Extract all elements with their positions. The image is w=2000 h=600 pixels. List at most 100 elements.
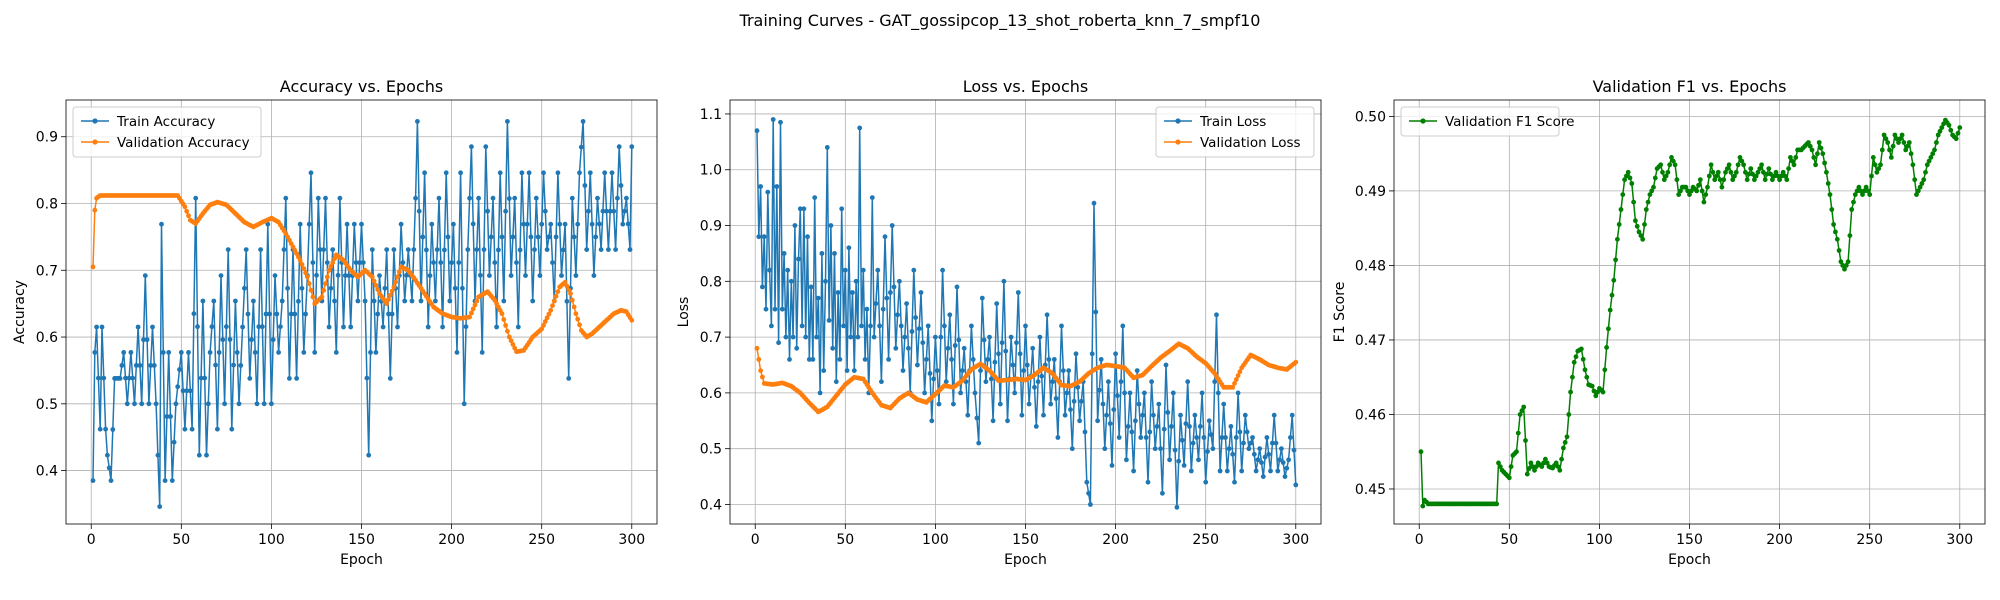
data-point xyxy=(553,293,559,299)
data-point xyxy=(1228,424,1234,429)
data-point xyxy=(146,401,152,407)
data-point xyxy=(1921,177,1927,183)
data-point xyxy=(321,287,327,293)
data-point xyxy=(931,376,936,382)
data-point xyxy=(1604,345,1609,350)
data-point xyxy=(535,234,541,240)
data-point xyxy=(265,221,271,227)
data-point xyxy=(862,357,868,362)
data-point xyxy=(1934,140,1939,145)
y-tick-label: 0.48 xyxy=(1355,258,1386,274)
data-point xyxy=(323,281,328,286)
data-point xyxy=(285,285,290,291)
data-point xyxy=(269,401,274,407)
data-point xyxy=(760,284,765,290)
data-point xyxy=(568,291,573,296)
data-point xyxy=(1066,368,1072,373)
data-point xyxy=(1732,173,1737,179)
data-point xyxy=(1089,351,1095,357)
data-point xyxy=(306,221,312,227)
data-point xyxy=(1726,162,1732,168)
data-point xyxy=(884,295,890,301)
data-point xyxy=(1050,379,1055,385)
data-point xyxy=(806,357,812,362)
data-point xyxy=(541,322,546,328)
data-point xyxy=(983,379,989,385)
data-point xyxy=(1714,173,1719,179)
data-point xyxy=(1158,446,1163,452)
data-point xyxy=(157,504,163,509)
series-validation-accuracy xyxy=(90,193,635,355)
data-point xyxy=(837,357,843,362)
data-point xyxy=(965,412,971,418)
data-point xyxy=(256,324,262,330)
data-point xyxy=(853,278,859,284)
data-point xyxy=(1670,158,1676,164)
data-point xyxy=(357,260,363,265)
data-point xyxy=(835,290,841,295)
data-point xyxy=(1770,177,1775,183)
data-point xyxy=(496,247,501,253)
data-point xyxy=(440,324,445,330)
data-point xyxy=(215,426,220,432)
data-point xyxy=(571,304,577,310)
data-point xyxy=(1573,354,1579,360)
data-point xyxy=(1759,162,1764,168)
data-point xyxy=(1652,175,1658,181)
data-point xyxy=(168,414,173,419)
data-point xyxy=(508,338,514,344)
data-point xyxy=(1627,175,1633,181)
data-point xyxy=(1125,424,1131,429)
data-point xyxy=(1206,418,1212,424)
legend-label: Validation F1 Score xyxy=(1445,114,1574,130)
data-point xyxy=(951,401,956,407)
data-point xyxy=(1026,401,1032,407)
data-point xyxy=(184,208,190,214)
data-point xyxy=(267,311,272,317)
data-point xyxy=(1075,384,1081,390)
data-point xyxy=(386,297,391,302)
data-point xyxy=(1761,169,1766,175)
data-point xyxy=(578,144,584,150)
data-point xyxy=(902,334,908,340)
x-tick-label: 300 xyxy=(1946,532,1973,548)
data-point xyxy=(1881,132,1887,138)
y-tick-label: 0.7 xyxy=(700,330,722,346)
data-point xyxy=(470,221,476,227)
data-point xyxy=(1618,207,1624,212)
data-point xyxy=(1746,171,1752,177)
data-point xyxy=(1183,421,1189,426)
data-point xyxy=(1807,143,1813,149)
data-point xyxy=(1280,460,1286,465)
data-point xyxy=(1703,192,1709,198)
data-point xyxy=(1865,188,1871,194)
data-point xyxy=(1847,233,1853,239)
data-point xyxy=(528,234,534,240)
data-point xyxy=(96,375,101,381)
data-point xyxy=(1053,396,1059,401)
data-point xyxy=(308,287,314,293)
data-point xyxy=(875,267,881,273)
data-point xyxy=(231,362,237,368)
data-point xyxy=(1591,388,1597,394)
data-point xyxy=(945,345,951,351)
data-point xyxy=(1230,451,1236,457)
data-point xyxy=(396,269,402,275)
data-point xyxy=(1021,368,1027,373)
figure-suptitle: Training Curves - GAT_gossipcop_13_shot_… xyxy=(739,11,1261,31)
data-point xyxy=(499,234,505,240)
data-point xyxy=(1071,398,1077,404)
data-point xyxy=(249,337,255,343)
data-point xyxy=(451,221,456,227)
data-point xyxy=(1124,457,1129,463)
data-point xyxy=(1780,169,1786,175)
data-point xyxy=(596,221,602,227)
data-point xyxy=(263,311,269,317)
data-point xyxy=(1705,184,1710,190)
x-tick-label: 100 xyxy=(922,532,949,548)
data-point xyxy=(141,337,146,343)
data-point xyxy=(1030,345,1036,351)
data-point xyxy=(616,144,622,150)
data-point xyxy=(942,323,947,329)
